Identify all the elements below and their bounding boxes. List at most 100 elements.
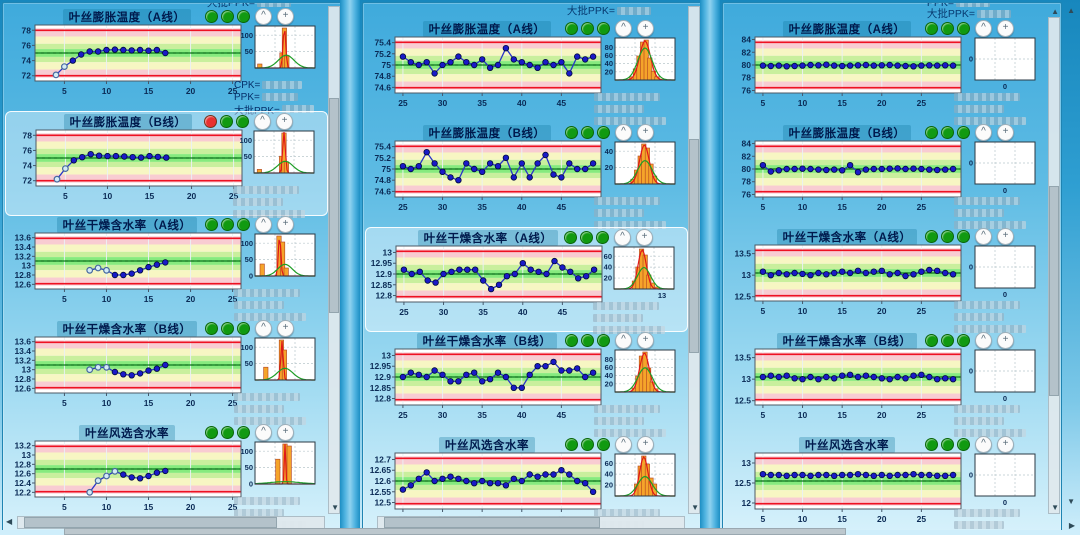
y-tick-label: 12.8 <box>14 270 31 280</box>
expand-button[interactable]: + <box>277 423 294 441</box>
hist-y-tick-label: 50 <box>244 152 252 161</box>
control-band <box>755 68 961 75</box>
window-scroll-right-icon[interactable]: ▶ <box>1068 521 1075 530</box>
scrollbar-thumb[interactable] <box>329 98 339 313</box>
collapse-button[interactable]: ^ <box>254 112 271 130</box>
expand-button[interactable]: + <box>997 227 1014 245</box>
expand-button[interactable]: + <box>637 123 654 141</box>
data-point <box>503 273 511 280</box>
chart-rows: 叶丝膨胀温度（A线） ^ +5 10 15 20 25 76 78 80 82 84 0 0 叶丝膨胀温度（… <box>723 19 1048 529</box>
data-point <box>494 61 502 69</box>
scroll-left-icon[interactable]: ◀ <box>6 517 13 526</box>
distribution-curve-green <box>254 481 316 485</box>
x-tick-label: 45 <box>557 410 567 420</box>
y-tick-label: 12.8 <box>14 374 31 384</box>
chart-row-p3-r5[interactable]: 叶丝风选含水率 ^ +5 10 15 20 25 12 12.5 13 0 0 <box>725 435 1048 531</box>
expand-button[interactable]: + <box>637 331 654 349</box>
collapse-button[interactable]: ^ <box>615 19 632 37</box>
chart-row-p1-r5[interactable]: 叶丝风选含水率 ^ +5 10 15 20 25 12.2 12.4 12.6 12.8 13 13.2… <box>5 423 328 529</box>
status-light-green-icon <box>597 437 610 451</box>
collapse-button[interactable]: ^ <box>975 227 992 245</box>
chart-row-p2-r3[interactable]: 叶丝干燥含水率（A线） ^ +25 30 35 40 45 12.8 12.85 12.9 12.9… <box>365 227 688 334</box>
window-scroll-up-icon[interactable]: ▲ <box>1067 6 1075 15</box>
data-point <box>534 64 541 71</box>
scrollbar-thumb[interactable] <box>24 517 278 528</box>
data-point <box>120 46 127 54</box>
scroll-down-icon[interactable]: ▼ <box>1051 503 1059 512</box>
stats-block <box>954 508 1044 531</box>
redacted-text <box>234 393 300 401</box>
collapse-button[interactable]: ^ <box>975 331 992 349</box>
chart-row-p1-r2[interactable]: 叶丝膨胀温度（B线） ^ +5 10 15 20 25 72 74 76 78 50 100 <box>5 111 328 218</box>
scroll-down-icon[interactable]: ▼ <box>691 503 699 512</box>
collapse-button[interactable]: ^ <box>255 215 272 233</box>
vertical-scrollbar[interactable] <box>328 6 340 514</box>
stat-line <box>954 220 1044 230</box>
expand-button[interactable]: + <box>277 215 294 233</box>
chart-row-p2-r4[interactable]: 叶丝干燥含水率（B线） ^ +25 30 35 40 45 12.8 12.85 12.9 12.9… <box>365 331 688 437</box>
vertical-scrollbar[interactable] <box>688 6 700 514</box>
page-horizontal-scrollbar[interactable] <box>64 528 846 535</box>
collapse-button[interactable]: ^ <box>615 123 632 141</box>
collapse-button[interactable]: ^ <box>614 228 631 246</box>
data-point <box>447 378 454 385</box>
expand-button[interactable]: + <box>637 19 654 37</box>
chart-row-p1-r3[interactable]: 叶丝干燥含水率（A线） ^ +5 10 15 20 25 12.6 12.8 13 13.2 13.4… <box>5 215 328 321</box>
stat-line <box>954 416 1044 426</box>
window-scroll-down-icon[interactable]: ▼ <box>1067 497 1075 506</box>
status-light-green-icon <box>565 21 578 35</box>
data-point <box>431 477 438 485</box>
data-point <box>759 62 767 69</box>
expand-button[interactable]: + <box>997 19 1014 37</box>
panel-splitter-1[interactable] <box>340 0 360 535</box>
collapse-button[interactable]: ^ <box>255 423 272 441</box>
data-point <box>440 270 447 278</box>
data-point <box>448 268 455 275</box>
x-tick-label: 40 <box>517 410 527 420</box>
scrollbar-thumb[interactable] <box>1049 186 1059 397</box>
expand-button[interactable]: + <box>997 331 1014 349</box>
control-band <box>396 249 602 258</box>
data-point <box>815 471 822 479</box>
chart-row-p2-r2[interactable]: 叶丝膨胀温度（B线） ^ +25 30 35 40 45 74.6 74.8 75 75.2 75.4… <box>365 123 688 229</box>
redacted-text <box>954 509 1020 517</box>
collapse-button[interactable]: ^ <box>255 7 272 25</box>
data-point <box>830 375 838 382</box>
chart-row-p3-r3[interactable]: 叶丝干燥含水率（A线） ^ +5 10 15 20 25 12.5 13 13.5 0 0 <box>725 227 1048 333</box>
expand-button[interactable]: + <box>997 435 1014 453</box>
collapse-button[interactable]: ^ <box>615 435 632 453</box>
hist-y-tick-label: 50 <box>245 359 253 368</box>
data-point <box>424 277 431 284</box>
expand-button[interactable]: + <box>997 123 1014 141</box>
expand-button[interactable]: + <box>636 228 653 246</box>
vertical-scrollbar[interactable] <box>1048 17 1060 514</box>
stats-block <box>954 404 1044 440</box>
scrollbar-thumb[interactable] <box>384 517 601 528</box>
panel-splitter-2[interactable] <box>700 0 720 535</box>
collapse-button[interactable]: ^ <box>975 123 992 141</box>
y-tick-label: 72 <box>22 71 32 81</box>
data-point <box>910 471 917 478</box>
chart-row-p3-r1[interactable]: 叶丝膨胀温度（A线） ^ +5 10 15 20 25 76 78 80 82 84 0 0 <box>725 19 1048 125</box>
data-point <box>439 371 446 378</box>
status-light-green-icon <box>205 321 218 335</box>
collapse-button[interactable]: ^ <box>615 331 632 349</box>
expand-button[interactable]: + <box>637 435 654 453</box>
data-point <box>759 373 767 381</box>
chart-row-p3-r4[interactable]: 叶丝干燥含水率（B线） ^ +5 10 15 20 25 12.5 13 13.5 0 0 <box>725 331 1048 437</box>
control-band <box>35 56 241 63</box>
expand-button[interactable]: + <box>276 112 293 130</box>
scroll-down-icon[interactable]: ▼ <box>331 503 339 512</box>
scrollbar-thumb[interactable] <box>689 138 699 354</box>
collapse-button[interactable]: ^ <box>975 19 992 37</box>
expand-button[interactable]: + <box>277 319 294 337</box>
data-point <box>573 165 581 173</box>
chart-row-p2-r1[interactable]: 叶丝膨胀温度（A线） ^ +25 30 35 40 45 74.6 74.8 75 75.2 75.4… <box>365 19 688 125</box>
collapse-button[interactable]: ^ <box>975 435 992 453</box>
scroll-up-icon[interactable]: ▲ <box>1051 7 1059 16</box>
collapse-button[interactable]: ^ <box>255 319 272 337</box>
expand-button[interactable]: + <box>277 7 294 25</box>
chart-row-p1-r1[interactable]: 叶丝膨胀温度（A线） ^ +5 10 15 20 25 72 74 76 78 50 100 CPK= PP… <box>5 7 328 117</box>
chart-row-p3-r2[interactable]: 叶丝膨胀温度（B线） ^ +5 10 15 20 25 76 78 80 82 84 0 0 <box>725 123 1048 229</box>
chart-row-p1-r4[interactable]: 叶丝干燥含水率（B线） ^ +5 10 15 20 25 12.6 12.8 13 13.2 13.4… <box>5 319 328 425</box>
